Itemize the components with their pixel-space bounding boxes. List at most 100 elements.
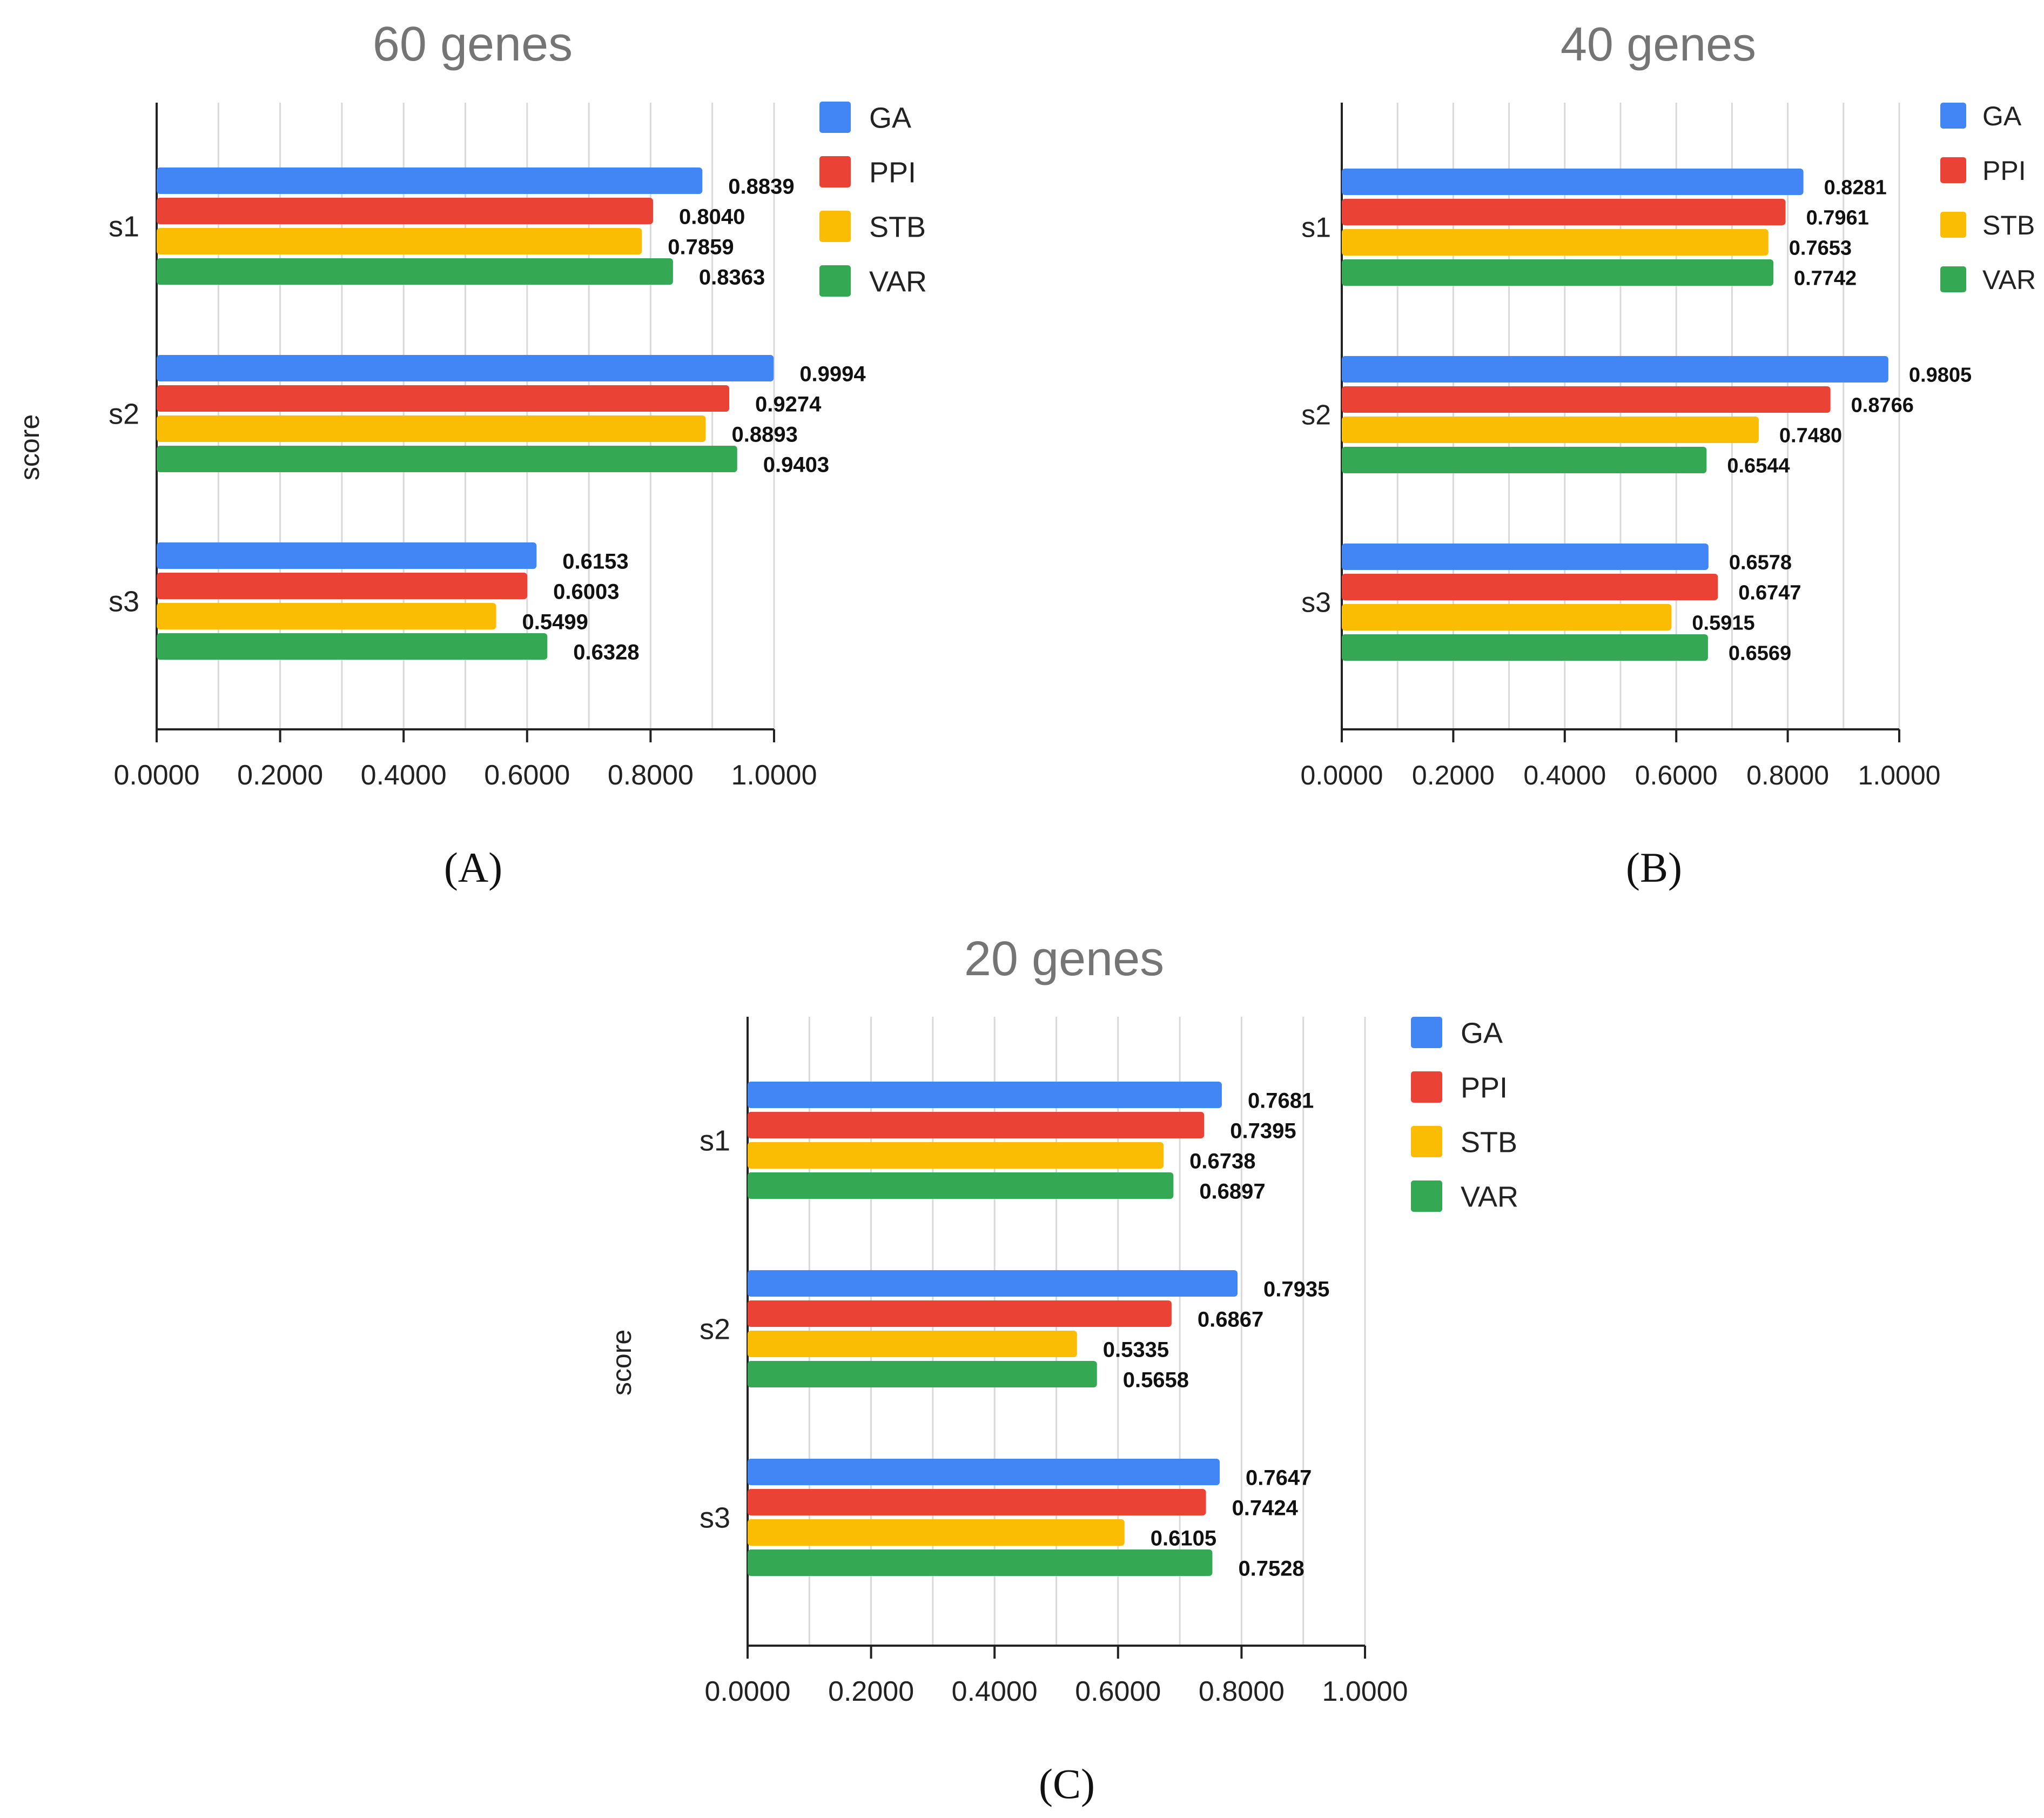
legend-swatch-ppi <box>1411 1071 1442 1103</box>
data-label-ga-s3: 0.7647 <box>1246 1466 1312 1490</box>
legend-label-ppi: PPI <box>1982 156 2026 186</box>
category-label-s1: s1 <box>700 1124 730 1157</box>
x-tick-label: 0.2000 <box>237 760 323 791</box>
data-label-ppi-s2: 0.8766 <box>1851 394 1914 417</box>
bar-var-s2 <box>157 446 737 472</box>
category-label-s2: s2 <box>700 1313 730 1345</box>
bar-ppi-s2 <box>157 385 730 412</box>
x-tick-label: 0.6000 <box>1075 1676 1161 1707</box>
x-tick-label: 0.2000 <box>1412 760 1495 790</box>
data-label-var-s1: 0.6897 <box>1199 1180 1265 1204</box>
data-label-stb-s1: 0.6738 <box>1189 1150 1255 1173</box>
data-label-ppi-s1: 0.8040 <box>679 205 745 229</box>
bar-ga-s1 <box>1342 169 1804 195</box>
data-label-stb-s2: 0.8893 <box>731 423 797 447</box>
bar-stb-s1 <box>1342 229 1769 256</box>
data-label-ppi-s1: 0.7395 <box>1230 1119 1296 1143</box>
data-label-ppi-s3: 0.7424 <box>1232 1497 1299 1520</box>
data-label-stb-s2: 0.5335 <box>1103 1338 1169 1362</box>
data-label-stb-s3: 0.5915 <box>1692 612 1754 634</box>
legend-label-ga: GA <box>1982 101 2022 131</box>
bar-stb-s3 <box>1342 604 1672 630</box>
x-tick-label: 0.0000 <box>113 760 199 791</box>
data-label-var-s3: 0.6569 <box>1729 642 1791 665</box>
bar-var-s2 <box>1342 447 1707 473</box>
legend-swatch-ga <box>1411 1017 1442 1048</box>
x-tick-label: 0.6000 <box>484 760 570 791</box>
bar-ga-s3 <box>1342 544 1709 570</box>
bar-ga-s3 <box>748 1459 1220 1485</box>
bar-ppi-s3 <box>157 573 528 599</box>
category-label-s1: s1 <box>1301 212 1331 244</box>
data-label-var-s1: 0.8363 <box>699 266 765 290</box>
data-label-var-s2: 0.9403 <box>763 453 829 477</box>
bar-stb-s3 <box>157 603 496 629</box>
bar-ga-s3 <box>157 542 537 569</box>
legend-swatch-stb <box>819 211 851 242</box>
panel-caption-C: (C) <box>1039 1760 1095 1807</box>
bar-ga-s2 <box>1342 356 1888 383</box>
x-tick-label: 0.2000 <box>828 1676 914 1707</box>
bar-ga-s1 <box>748 1082 1222 1108</box>
legend-label-ppi: PPI <box>869 156 916 189</box>
bar-var-s1 <box>748 1172 1174 1199</box>
x-tick-label: 0.4000 <box>1523 760 1606 790</box>
chart-panel-B: 40 genes 0.0000 0.2000 0.4000 0.6000 0.8000 1.… <box>1301 17 2036 891</box>
panel-caption-B: (B) <box>1626 844 1682 891</box>
category-label-s3: s3 <box>109 585 139 618</box>
data-label-ga-s2: 0.9994 <box>799 363 866 386</box>
bar-var-s1 <box>157 258 673 285</box>
x-tick-label: 1.0000 <box>731 760 817 791</box>
bar-stb-s3 <box>748 1519 1125 1546</box>
legend-label-var: VAR <box>869 265 927 298</box>
bar-var-s1 <box>1342 259 1773 286</box>
category-label-s1: s1 <box>109 210 139 243</box>
data-label-ppi-s2: 0.6867 <box>1198 1308 1263 1332</box>
category-label-s3: s3 <box>700 1501 730 1534</box>
bar-ppi-s1 <box>157 198 653 224</box>
legend-label-stb: STB <box>1461 1126 1517 1158</box>
category-label-s2: s2 <box>1301 400 1331 431</box>
legend-swatch-ga <box>1940 103 1966 129</box>
legend-label-stb: STB <box>1982 210 2035 240</box>
x-tick-label: 1.0000 <box>1858 760 1941 790</box>
panel-caption-A: (A) <box>444 844 502 891</box>
bar-stb-s1 <box>748 1142 1164 1169</box>
legend-swatch-var <box>1940 266 1966 292</box>
legend-swatch-ppi <box>1940 157 1966 183</box>
data-label-ga-s3: 0.6578 <box>1729 551 1792 574</box>
category-label-s3: s3 <box>1301 587 1331 619</box>
bar-var-s3 <box>1342 634 1708 661</box>
data-label-ga-s1: 0.8281 <box>1824 176 1887 199</box>
data-label-ga-s1: 0.7681 <box>1248 1089 1314 1113</box>
data-label-ppi-s2: 0.9274 <box>755 393 822 417</box>
data-label-ppi-s1: 0.7961 <box>1806 206 1869 229</box>
legend-label-ga: GA <box>1461 1017 1503 1049</box>
legend-swatch-ga <box>819 102 851 133</box>
bar-ppi-s1 <box>1342 199 1786 225</box>
legend-label-var: VAR <box>1982 265 2036 295</box>
y-axis-title: score <box>15 414 45 480</box>
bar-var-s2 <box>748 1361 1097 1387</box>
data-label-stb-s1: 0.7859 <box>668 236 734 259</box>
legend-label-ga: GA <box>869 102 911 134</box>
legend-label-var: VAR <box>1461 1180 1518 1213</box>
x-tick-label: 0.8000 <box>1199 1676 1285 1707</box>
data-label-ppi-s3: 0.6747 <box>1738 581 1801 604</box>
data-label-ga-s1: 0.8839 <box>728 175 794 199</box>
bar-ppi-s1 <box>748 1112 1205 1138</box>
chart-title-C: 20 genes <box>964 932 1164 986</box>
legend-swatch-var <box>1411 1180 1442 1212</box>
x-tick-label: 0.0000 <box>1301 760 1383 790</box>
bar-stb-s2 <box>748 1331 1077 1357</box>
data-label-stb-s1: 0.7653 <box>1789 237 1852 259</box>
bar-stb-s2 <box>1342 417 1759 443</box>
bar-ga-s2 <box>157 355 774 381</box>
data-label-ga-s2: 0.7935 <box>1263 1278 1329 1302</box>
bar-ga-s1 <box>157 167 703 194</box>
chart-panel-A: 60 genes 0.0000 0.2000 0.4000 0.6000 0.8000 1.… <box>15 17 927 891</box>
bar-ppi-s3 <box>748 1489 1206 1515</box>
x-tick-label: 0.6000 <box>1635 760 1718 790</box>
category-label-s2: s2 <box>109 398 139 430</box>
